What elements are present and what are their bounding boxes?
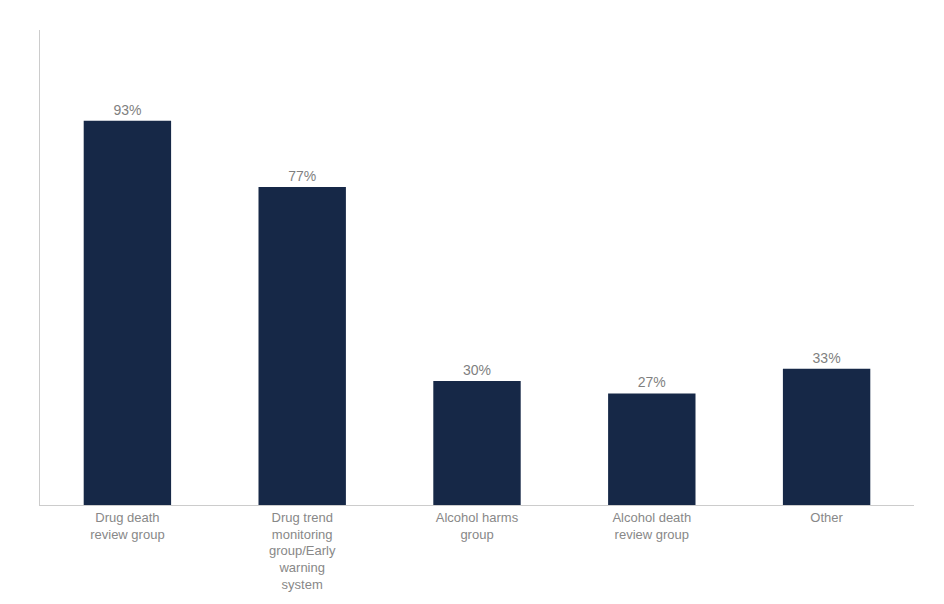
svg-text:33%: 33%: [813, 350, 841, 366]
svg-text:93%: 93%: [113, 102, 141, 118]
svg-text:Alcohol harmsgroup: Alcohol harmsgroup: [436, 510, 519, 542]
svg-text:77%: 77%: [288, 168, 316, 184]
svg-text:Drug deathreview group: Drug deathreview group: [90, 510, 164, 542]
svg-text:27%: 27%: [638, 374, 666, 390]
svg-text:30%: 30%: [463, 362, 491, 378]
svg-text:Other: Other: [810, 510, 843, 525]
svg-text:Alcohol deathreview group: Alcohol deathreview group: [612, 510, 691, 542]
svg-text:Drug trendmonitoringgroup/Earl: Drug trendmonitoringgroup/Earlywarningsy…: [269, 510, 336, 593]
